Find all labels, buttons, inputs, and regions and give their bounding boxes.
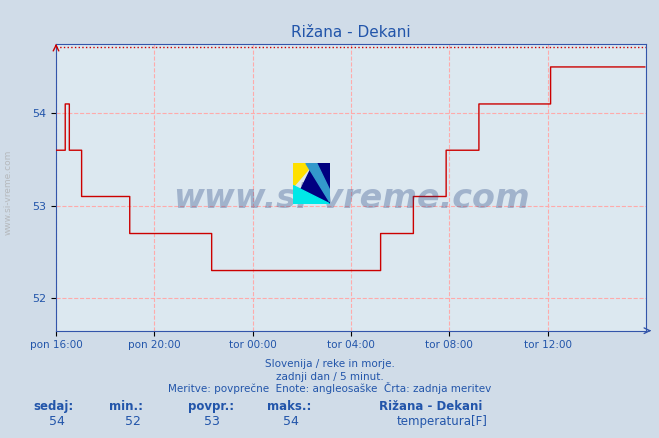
Polygon shape	[293, 186, 330, 204]
Text: www.si-vreme.com: www.si-vreme.com	[173, 182, 529, 215]
Title: Rižana - Dekani: Rižana - Dekani	[291, 25, 411, 40]
Text: sedaj:: sedaj:	[33, 400, 73, 413]
Text: www.si-vreme.com: www.si-vreme.com	[4, 150, 13, 235]
Text: zadnji dan / 5 minut.: zadnji dan / 5 minut.	[275, 372, 384, 382]
Text: Meritve: povprečne  Enote: angleosaške  Črta: zadnja meritev: Meritve: povprečne Enote: angleosaške Čr…	[168, 382, 491, 395]
Text: 52: 52	[125, 415, 141, 428]
Text: temperatura[F]: temperatura[F]	[397, 415, 488, 428]
Text: 54: 54	[283, 415, 299, 428]
Text: 53: 53	[204, 415, 220, 428]
Text: povpr.:: povpr.:	[188, 400, 234, 413]
Polygon shape	[293, 163, 330, 204]
Polygon shape	[306, 163, 330, 201]
Text: Rižana - Dekani: Rižana - Dekani	[379, 400, 482, 413]
Polygon shape	[293, 163, 313, 186]
Text: 54: 54	[49, 415, 65, 428]
Text: maks.:: maks.:	[267, 400, 311, 413]
Text: Slovenija / reke in morje.: Slovenija / reke in morje.	[264, 359, 395, 369]
Text: min.:: min.:	[109, 400, 143, 413]
